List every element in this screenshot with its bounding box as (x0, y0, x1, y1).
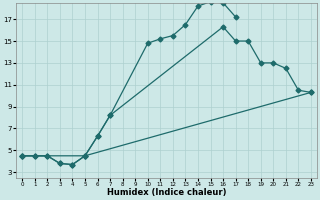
X-axis label: Humidex (Indice chaleur): Humidex (Indice chaleur) (107, 188, 226, 197)
